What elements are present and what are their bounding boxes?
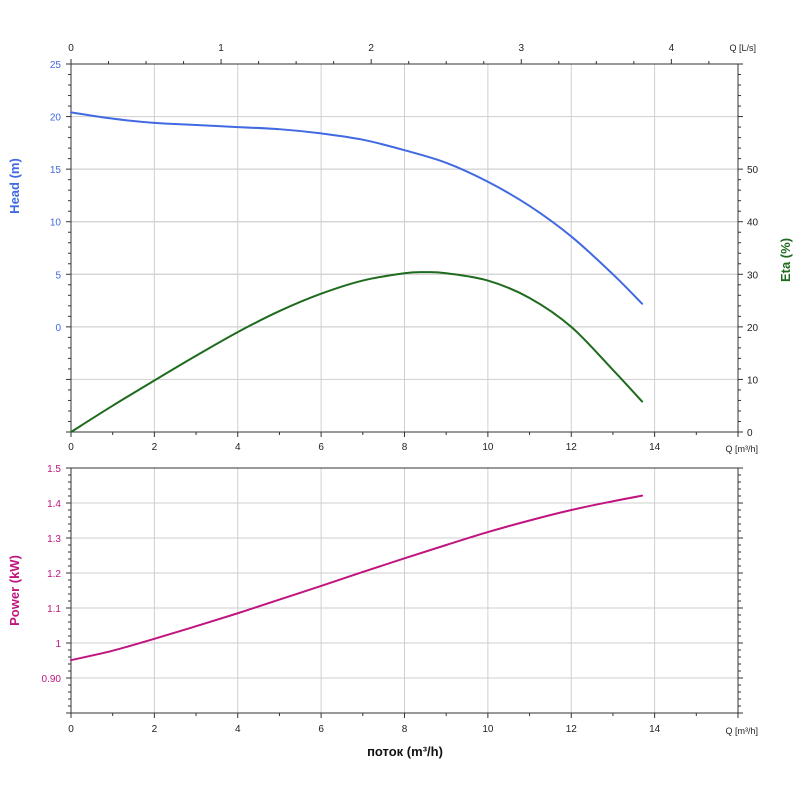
top-grid — [71, 63, 738, 432]
x-tick-label: 10 — [482, 442, 494, 453]
head-axis-title: Head (m) — [7, 158, 22, 214]
yleft-tick-label: 25 — [50, 60, 62, 71]
x-tick-label: 8 — [402, 442, 408, 453]
x-axis-unit: Q [m³/h] — [725, 726, 758, 736]
x-tick-label: 2 — [152, 442, 158, 453]
x-tick-label: 8 — [402, 724, 408, 735]
yleft-tick-label: 0 — [55, 323, 61, 334]
yright-tick-label: 40 — [747, 218, 759, 229]
bottom-grid — [71, 467, 738, 713]
x-axis-title: поток (m³/h) — [367, 744, 443, 759]
yleft-tick-label: 1.3 — [47, 534, 61, 545]
xtop-tick-label: 0 — [68, 43, 74, 54]
yleft-tick-label: 1.1 — [47, 604, 61, 615]
x-axis-unit: Q [m³/h] — [725, 444, 758, 454]
power-chart: 0 2 4 6 8 10 12 14 Q [m³/h] 0.90 1 1.1 1.2 1.3 1.4 1.5 P… — [7, 464, 758, 759]
yright-tick-label: 0 — [747, 428, 753, 439]
yright-tick-label: 20 — [747, 323, 759, 334]
bottom-minor-ticks — [66, 467, 743, 718]
xtop-tick-label: 3 — [518, 43, 524, 54]
yleft-tick-label: 10 — [50, 218, 62, 229]
x-tick-label: 4 — [235, 442, 241, 453]
x-tick-label: 12 — [566, 442, 578, 453]
xtop-tick-label: 1 — [218, 43, 224, 54]
top-minor-ticks — [66, 59, 743, 437]
yright-tick-label: 30 — [747, 270, 759, 281]
yleft-tick-label: 1 — [55, 639, 61, 650]
yleft-tick-label: 0.90 — [42, 674, 62, 685]
x-tick-label: 2 — [152, 724, 158, 735]
x-tick-label: 14 — [649, 442, 661, 453]
yleft-tick-label: 20 — [50, 113, 62, 124]
x-tick-label: 0 — [68, 724, 74, 735]
xtop-tick-label: 2 — [368, 43, 374, 54]
x-tick-label: 12 — [566, 724, 578, 735]
x-tick-label: 6 — [318, 724, 324, 735]
series-line-head — [70, 111, 644, 305]
series-line-power — [70, 494, 644, 662]
yleft-tick-label: 1.5 — [47, 464, 61, 475]
x-tick-label: 6 — [318, 442, 324, 453]
x-tick-label: 14 — [649, 724, 661, 735]
yleft-tick-label: 15 — [50, 165, 62, 176]
yleft-tick-label: 5 — [55, 270, 61, 281]
xtop-axis-unit: Q [L/s] — [729, 43, 756, 53]
yright-tick-label: 10 — [747, 375, 759, 386]
yleft-tick-label: 1.2 — [47, 569, 61, 580]
yright-tick-label: 50 — [747, 165, 759, 176]
xtop-tick-label: 4 — [669, 43, 675, 54]
eta-axis-title: Eta (%) — [778, 238, 793, 282]
x-tick-label: 0 — [68, 442, 74, 453]
series-line-eta — [70, 271, 644, 433]
head-efficiency-chart: 0 2 4 6 8 10 12 14 Q [m³/h]0 1 2 3 4 Q [L/s]051015202… — [7, 43, 793, 454]
power-axis-title: Power (kW) — [7, 555, 22, 626]
x-tick-label: 4 — [235, 724, 241, 735]
x-tick-label: 10 — [482, 724, 494, 735]
yleft-tick-label: 1.4 — [47, 499, 61, 510]
